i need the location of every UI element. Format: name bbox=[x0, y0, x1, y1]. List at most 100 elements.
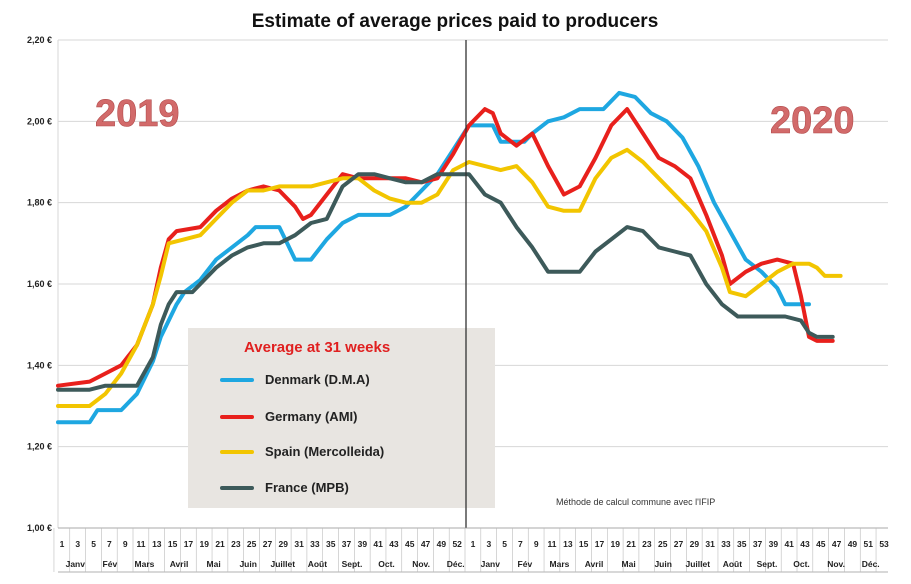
month-label: Déc. bbox=[447, 559, 465, 569]
x-tick-label: 41 bbox=[784, 539, 794, 549]
month-label: Avril bbox=[170, 559, 189, 569]
month-label: Fév bbox=[518, 559, 533, 569]
x-tick-label: 3 bbox=[75, 539, 80, 549]
month-label: Mars bbox=[135, 559, 155, 569]
x-tick-label: 29 bbox=[690, 539, 700, 549]
month-label: Mai bbox=[622, 559, 636, 569]
month-label: Mars bbox=[550, 559, 570, 569]
y-tick-label: 1,00 € bbox=[27, 523, 52, 533]
month-label: Juin bbox=[654, 559, 671, 569]
series-line bbox=[56, 172, 835, 392]
x-tick-label: 9 bbox=[534, 539, 539, 549]
month-label: Août bbox=[723, 559, 743, 569]
month-label: Fév bbox=[103, 559, 118, 569]
x-tick-label: 3 bbox=[486, 539, 491, 549]
legend-title: Average at 31 weeks bbox=[244, 339, 390, 356]
x-tick-label: 23 bbox=[642, 539, 652, 549]
x-tick-label: 35 bbox=[326, 539, 336, 549]
x-tick-label: 31 bbox=[705, 539, 715, 549]
x-tick-label: 49 bbox=[848, 539, 858, 549]
x-tick-label: 45 bbox=[816, 539, 826, 549]
x-tick-label: 43 bbox=[389, 539, 399, 549]
legend-items: Denmark (D.M.A) Germany (AMI) Spain (Merco… bbox=[220, 372, 384, 495]
x-tick-label: 43 bbox=[800, 539, 810, 549]
x-tick-label: 17 bbox=[595, 539, 605, 549]
month-label: Nov. bbox=[412, 559, 430, 569]
month-label: Juillet bbox=[686, 559, 711, 569]
x-tick-label: 53 bbox=[879, 539, 889, 549]
x-tick-label: 1 bbox=[471, 539, 476, 549]
month-label: Janv bbox=[481, 559, 501, 569]
x-axis-ticks: 1 3 5 7 9 11 13 15 17 19 21 23 25 27 29 31 33 35 37 39 41 43 4… bbox=[53, 527, 889, 573]
x-tick-label: 7 bbox=[107, 539, 112, 549]
x-tick-label: 5 bbox=[91, 539, 96, 549]
x-tick-label: 19 bbox=[611, 539, 621, 549]
month-label: Sept. bbox=[757, 559, 778, 569]
y-tick-label: 1,20 € bbox=[27, 442, 52, 452]
x-tick-label: 17 bbox=[184, 539, 194, 549]
x-tick-label: 47 bbox=[832, 539, 842, 549]
x-tick-label: 23 bbox=[231, 539, 241, 549]
legend-label: France (MPB) bbox=[265, 480, 349, 495]
month-label: Août bbox=[308, 559, 328, 569]
x-tick-label: 39 bbox=[769, 539, 779, 549]
month-label: Mai bbox=[207, 559, 221, 569]
x-tick-label: 45 bbox=[405, 539, 415, 549]
y-tick-label: 1,40 € bbox=[27, 360, 52, 370]
month-label: Juillet bbox=[271, 559, 296, 569]
x-tick-label: 37 bbox=[342, 539, 352, 549]
x-tick-label: 25 bbox=[658, 539, 668, 549]
x-tick-label: 13 bbox=[563, 539, 573, 549]
x-tick-label: 1 bbox=[60, 539, 65, 549]
series-line bbox=[56, 147, 843, 408]
x-tick-label: 33 bbox=[310, 539, 320, 549]
x-tick-label: 27 bbox=[674, 539, 684, 549]
x-tick-label: 15 bbox=[579, 539, 589, 549]
year-label-2019: 2019 bbox=[95, 93, 180, 135]
x-tick-label: 33 bbox=[721, 539, 731, 549]
x-tick-label: 52 bbox=[452, 539, 462, 549]
x-tick-label: 25 bbox=[247, 539, 257, 549]
month-label: Juin bbox=[239, 559, 256, 569]
x-tick-label: 49 bbox=[437, 539, 447, 549]
x-tick-label: 39 bbox=[358, 539, 368, 549]
x-tick-label: 19 bbox=[200, 539, 210, 549]
y-tick-label: 2,00 € bbox=[27, 116, 52, 126]
legend-label: Spain (Mercolleida) bbox=[265, 444, 384, 459]
x-tick-label: 13 bbox=[152, 539, 162, 549]
legend-label: Denmark (D.M.A) bbox=[265, 372, 370, 387]
series-line bbox=[56, 107, 835, 388]
month-label: Nov. bbox=[827, 559, 845, 569]
x-tick-label: 51 bbox=[864, 539, 874, 549]
x-tick-label: 15 bbox=[168, 539, 178, 549]
x-tick-label: 21 bbox=[626, 539, 636, 549]
x-tick-label: 9 bbox=[123, 539, 128, 549]
x-tick-label: 41 bbox=[373, 539, 383, 549]
y-tick-label: 2,20 € bbox=[27, 35, 52, 45]
chart-title: Estimate of average prices paid to produ… bbox=[252, 11, 659, 32]
y-tick-label: 1,60 € bbox=[27, 279, 52, 289]
series-group bbox=[56, 90, 843, 425]
y-axis-ticks: 1,00 € 1,20 € 1,40 € 1,60 € 1,80 € 2,00 € 2,20… bbox=[27, 35, 52, 533]
x-tick-label: 47 bbox=[421, 539, 431, 549]
x-tick-label: 21 bbox=[215, 539, 225, 549]
x-tick-label: 11 bbox=[137, 539, 146, 549]
x-tick-label: 7 bbox=[518, 539, 523, 549]
y-tick-label: 1,80 € bbox=[27, 198, 52, 208]
month-label: Oct. bbox=[793, 559, 810, 569]
x-tick-label: 5 bbox=[502, 539, 507, 549]
month-label: Déc. bbox=[862, 559, 880, 569]
x-tick-label: 27 bbox=[263, 539, 273, 549]
month-label: Avril bbox=[585, 559, 604, 569]
x-tick-label: 35 bbox=[737, 539, 747, 549]
month-label: Sept. bbox=[342, 559, 363, 569]
x-tick-label: 29 bbox=[279, 539, 289, 549]
x-tick-label: 37 bbox=[753, 539, 763, 549]
month-label: Janv bbox=[66, 559, 86, 569]
x-tick-label: 11 bbox=[548, 539, 557, 549]
legend-label: Germany (AMI) bbox=[265, 409, 357, 424]
x-tick-label: 31 bbox=[294, 539, 304, 549]
year-label-2020: 2020 bbox=[770, 100, 855, 142]
month-label: Oct. bbox=[378, 559, 395, 569]
